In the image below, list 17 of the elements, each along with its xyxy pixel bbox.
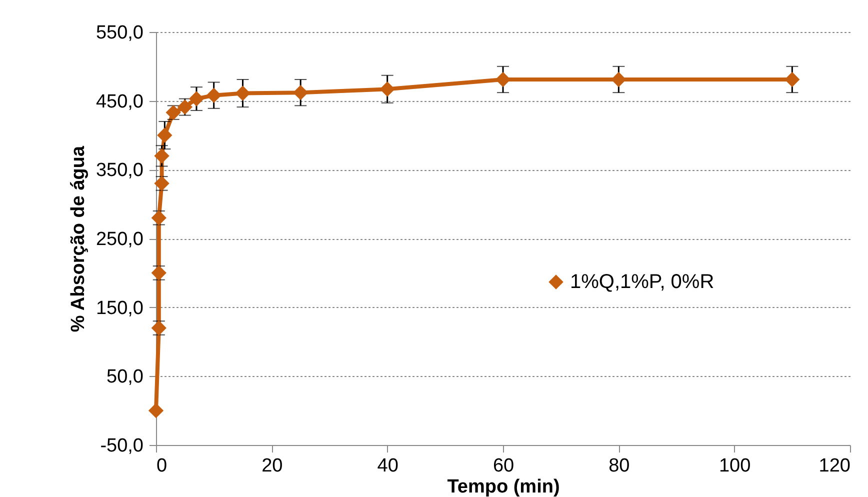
y-axis-title: % Absorção de água: [68, 145, 89, 332]
x-tick-label: 100: [718, 456, 751, 476]
x-axis-title: Tempo (min): [447, 476, 560, 497]
y-tick-label: 450,0: [96, 91, 144, 112]
x-tick-label: 40: [377, 456, 398, 476]
y-tick-label: 50,0: [106, 366, 144, 388]
x-tick-label: 80: [608, 456, 630, 476]
legend-label: 1%Q,1%P, 0%R: [570, 271, 714, 293]
x-tick-label: 20: [262, 456, 283, 476]
x-tick-label: 0: [156, 456, 168, 476]
y-tick-label: 350,0: [96, 160, 144, 182]
y-tick-label: -50,0: [100, 436, 144, 456]
x-tick-label: 120: [818, 456, 850, 476]
y-tick-label: 150,0: [96, 298, 144, 319]
y-tick-label: 250,0: [96, 229, 144, 250]
x-tick-label: 60: [492, 456, 514, 476]
y-tick-label: 550,0: [96, 22, 144, 44]
